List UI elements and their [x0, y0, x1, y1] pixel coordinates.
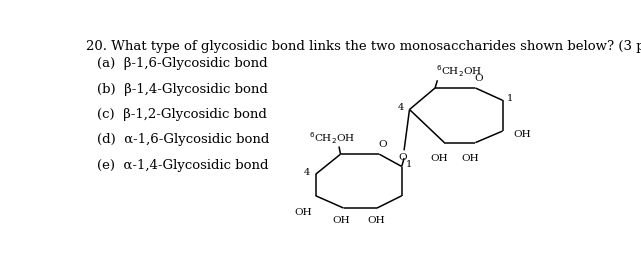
Text: OH: OH	[367, 216, 385, 225]
Text: OH: OH	[461, 154, 479, 163]
Text: 20. What type of glycosidic bond links the two monosaccharides shown below? (3 p: 20. What type of glycosidic bond links t…	[87, 40, 641, 53]
Text: OH: OH	[294, 208, 312, 217]
Text: $^6$CH$_2$OH: $^6$CH$_2$OH	[436, 63, 482, 79]
Text: OH: OH	[430, 154, 448, 163]
Text: (d)  α-1,6-Glycosidic bond: (d) α-1,6-Glycosidic bond	[97, 133, 270, 146]
Text: 1: 1	[406, 160, 412, 169]
Text: $^6$CH$_2$OH: $^6$CH$_2$OH	[309, 130, 354, 146]
Text: O: O	[474, 73, 483, 83]
Text: OH: OH	[333, 216, 350, 225]
Text: 1: 1	[506, 94, 513, 103]
Text: (b)  β-1,4-Glycosidic bond: (b) β-1,4-Glycosidic bond	[97, 83, 268, 96]
Text: 4: 4	[398, 104, 404, 112]
Text: O: O	[398, 153, 407, 162]
Text: (e)  α-1,4-Glycosidic bond: (e) α-1,4-Glycosidic bond	[97, 159, 269, 172]
Text: (c)  β-1,2-Glycosidic bond: (c) β-1,2-Glycosidic bond	[97, 108, 267, 121]
Text: O: O	[378, 140, 387, 149]
Text: (a)  β-1,6-Glycosidic bond: (a) β-1,6-Glycosidic bond	[97, 57, 268, 70]
Text: 4: 4	[303, 168, 310, 177]
Text: OH: OH	[513, 130, 531, 140]
